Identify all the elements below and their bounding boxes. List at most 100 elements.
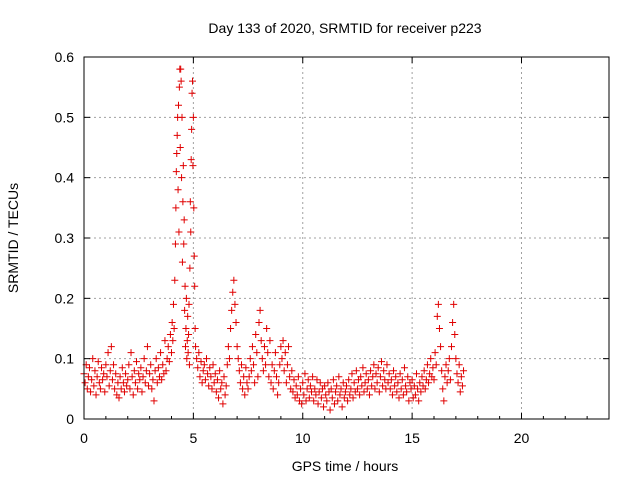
data-point (238, 361, 245, 369)
data-point (189, 113, 197, 121)
data-point (279, 337, 287, 345)
data-point (178, 174, 186, 182)
data-point (87, 388, 95, 396)
data-point (383, 361, 391, 369)
data-point (283, 361, 291, 369)
data-point (117, 385, 125, 393)
data-point (362, 370, 370, 378)
data-point (187, 228, 195, 236)
data-point (393, 388, 401, 396)
data-point (294, 373, 302, 381)
data-point (347, 385, 355, 393)
data-point (397, 385, 405, 393)
data-point (229, 288, 237, 296)
data-point (449, 318, 457, 326)
data-point (184, 349, 192, 357)
data-point (153, 379, 161, 387)
data-point (176, 144, 184, 151)
data-point (304, 376, 312, 384)
data-point (327, 385, 335, 393)
data-point (122, 370, 130, 378)
data-point (344, 397, 352, 405)
data-point (458, 382, 466, 390)
x-tick-label: 15 (404, 430, 420, 446)
data-point (179, 162, 187, 170)
chart-title: Day 133 of 2020, SRMTID for receiver p22… (208, 20, 481, 36)
data-point (306, 382, 314, 390)
x-tick-label: 10 (295, 430, 311, 446)
data-point (217, 385, 225, 393)
data-point (215, 394, 223, 402)
data-point (131, 379, 139, 387)
data-point (456, 388, 464, 396)
data-point (103, 373, 111, 381)
data-point (379, 382, 387, 390)
data-point (448, 343, 455, 351)
data-point (271, 349, 279, 357)
data-point (454, 379, 462, 387)
data-point (128, 373, 136, 381)
data-point (452, 355, 460, 363)
data-point (262, 361, 270, 369)
data-point (168, 318, 176, 326)
data-point (293, 391, 301, 399)
data-point (394, 379, 402, 387)
data-point (123, 382, 131, 390)
data-point (438, 367, 446, 375)
data-point (189, 77, 196, 85)
data-point (187, 156, 195, 164)
data-point (91, 367, 99, 375)
data-point (376, 373, 384, 381)
data-point (300, 391, 308, 399)
data-point (288, 367, 296, 375)
data-point (455, 361, 463, 369)
data-point (246, 355, 254, 363)
data-point (185, 361, 193, 369)
data-point (139, 373, 147, 381)
data-point (375, 388, 383, 396)
data-point (429, 364, 437, 372)
data-point (90, 382, 98, 390)
data-point (460, 367, 468, 375)
data-point (320, 403, 328, 411)
y-tick-label: 0.4 (55, 170, 75, 186)
data-point (301, 370, 309, 378)
data-point (182, 325, 190, 332)
data-point (150, 397, 158, 405)
data-point (162, 367, 170, 375)
data-point (142, 367, 150, 375)
data-point (322, 391, 330, 399)
data-point (349, 394, 357, 402)
data-point (334, 397, 342, 405)
data-point (232, 318, 240, 326)
data-point (184, 312, 192, 320)
data-point (181, 306, 189, 314)
data-point (356, 391, 364, 399)
data-point (159, 361, 167, 369)
data-point (440, 397, 448, 405)
data-point (175, 83, 183, 91)
data-point (178, 113, 186, 121)
data-point (374, 364, 382, 372)
data-point (286, 373, 294, 381)
data-point (417, 388, 425, 396)
data-point (311, 385, 319, 393)
data-point (437, 343, 445, 351)
data-point (198, 379, 206, 387)
data-point (352, 367, 360, 375)
data-point (134, 385, 142, 393)
data-point (256, 306, 264, 314)
data-point (353, 385, 361, 393)
data-point (125, 361, 133, 369)
data-point (408, 376, 416, 384)
data-point (216, 367, 224, 375)
data-point (170, 325, 178, 332)
data-point (112, 370, 120, 378)
data-point (107, 343, 115, 351)
data-point (369, 373, 377, 381)
data-point (399, 391, 407, 399)
data-point (431, 349, 439, 357)
data-point (183, 355, 191, 363)
data-point (270, 367, 278, 375)
